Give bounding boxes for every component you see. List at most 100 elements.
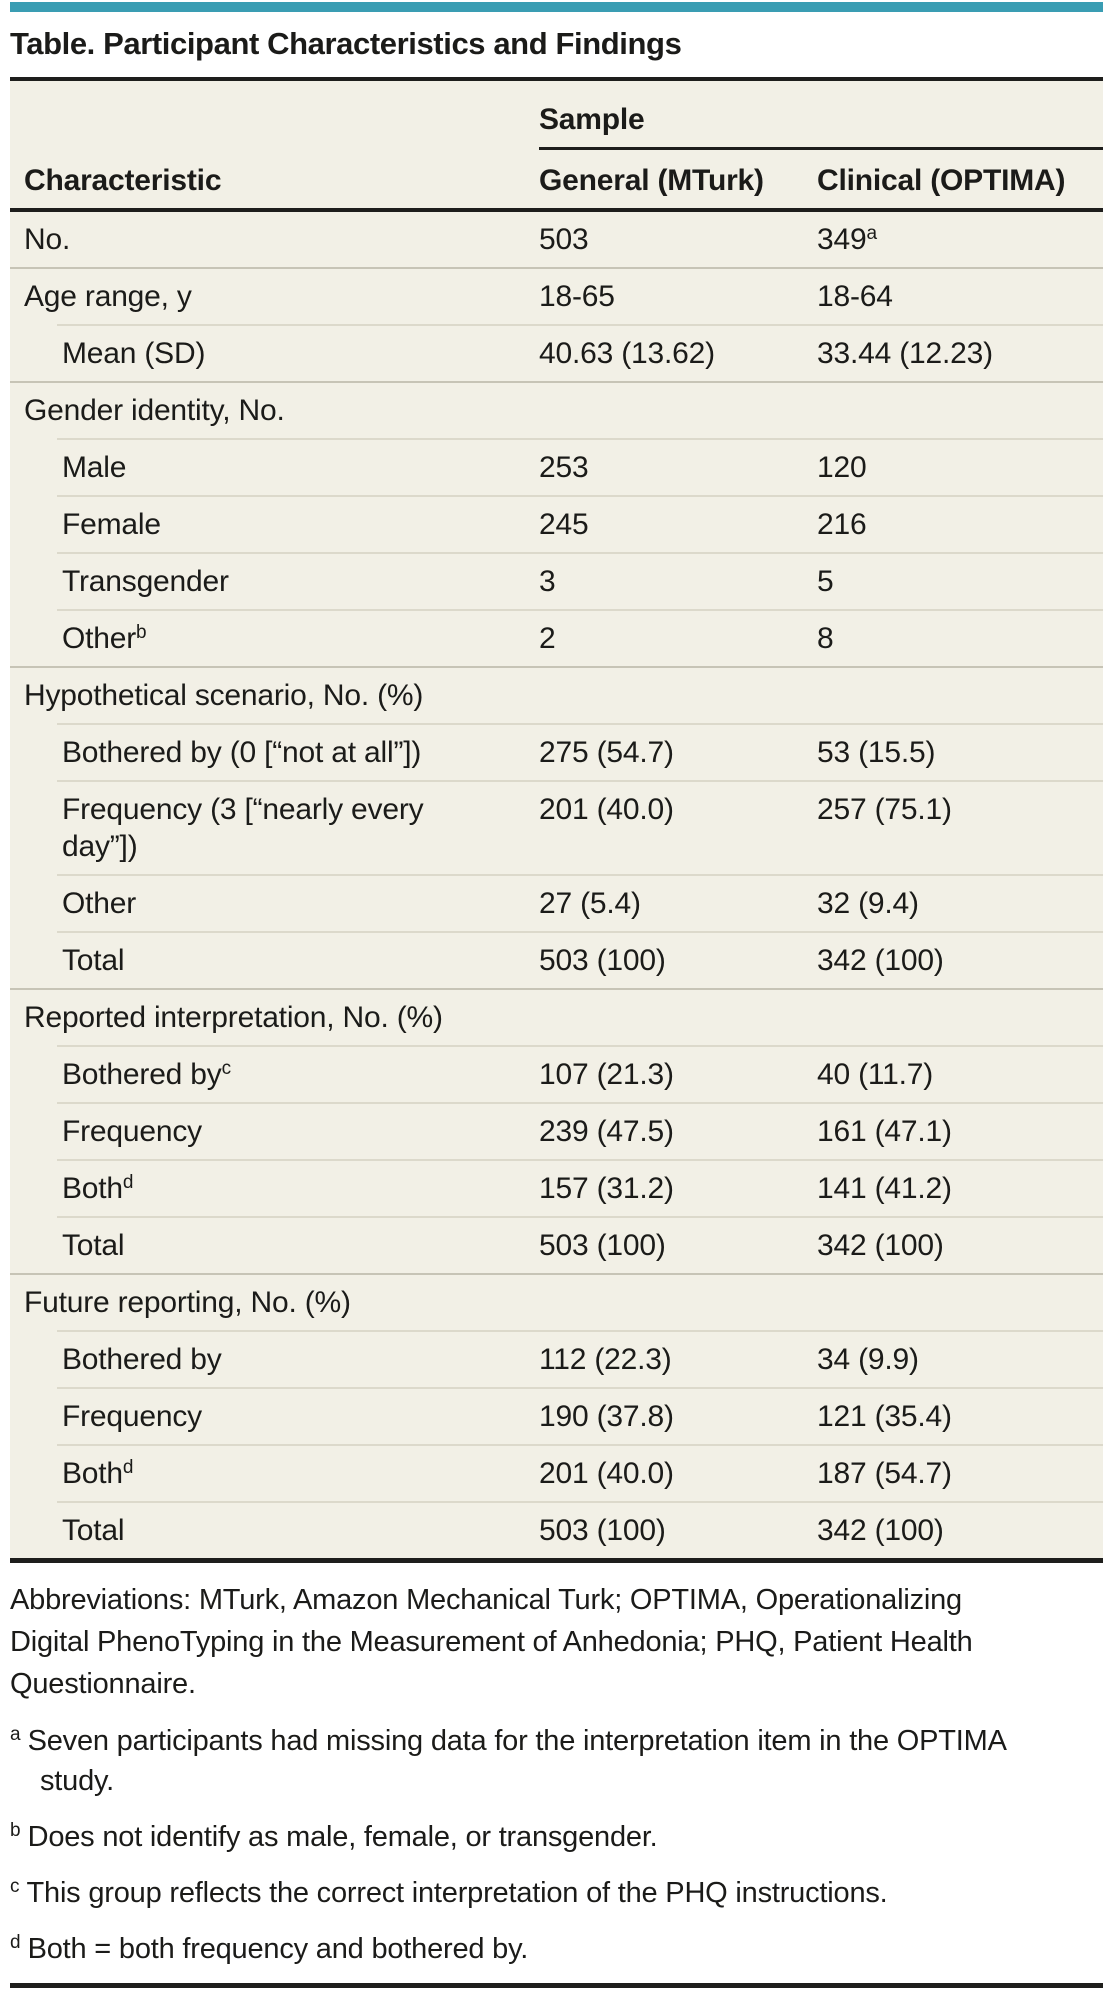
row-divider <box>10 267 1103 269</box>
clinical-optima-cell <box>803 383 1103 438</box>
general-value: 275 (54.7) <box>539 736 674 769</box>
table-row: Frequency 239 (47.5) 161 (47.1) <box>10 1104 1103 1159</box>
characteristic-cell: Future reporting, No. (%) <box>10 1275 525 1330</box>
table-row: Frequency (3 [“nearly every day”]) 201 (4… <box>10 782 1103 874</box>
characteristic-cell: Gender identity, No. <box>10 383 525 438</box>
row-label: Hypothetical scenario, No. (%) <box>24 679 424 712</box>
row-label: Reported interpretation, No. (%) <box>24 1001 443 1034</box>
general-mturk-cell <box>525 1275 803 1330</box>
table-row: Bothd 157 (31.2) 141 (41.2) <box>10 1161 1103 1216</box>
table-row: No. 503 349a <box>10 212 1103 267</box>
row-divider <box>57 1045 1103 1047</box>
footnote-marker: b <box>136 622 147 643</box>
general-value: 112 (22.3) <box>539 1343 672 1376</box>
characteristic-cell: Total <box>10 933 525 988</box>
clinical-value: 257 (75.1) <box>817 793 952 826</box>
characteristic-cell: Female <box>10 497 525 552</box>
characteristic-cell: Total <box>10 1503 525 1558</box>
table-row: Otherb 2 8 <box>10 611 1103 666</box>
characteristic-cell: Reported interpretation, No. (%) <box>10 990 525 1045</box>
characteristic-cell: Frequency <box>10 1389 525 1444</box>
general-value: 239 (47.5) <box>539 1115 674 1148</box>
clinical-optima-cell: 141 (41.2) <box>803 1161 1103 1216</box>
general-value: 503 (100) <box>539 1229 666 1262</box>
row-divider <box>57 780 1103 782</box>
row-label: Other <box>62 622 137 655</box>
clinical-value: 342 (100) <box>817 1514 944 1547</box>
row-divider <box>57 931 1103 933</box>
clinical-optima-cell: 8 <box>803 611 1103 666</box>
table-row: Total 503 (100) 342 (100) <box>10 1218 1103 1273</box>
general-mturk-cell: 18-65 <box>525 269 803 324</box>
row-divider <box>57 1216 1103 1218</box>
general-value: 190 (37.8) <box>539 1400 674 1433</box>
clinical-optima-cell: 121 (35.4) <box>803 1389 1103 1444</box>
row-divider <box>57 1330 1103 1332</box>
clinical-value: 32 (9.4) <box>817 887 919 920</box>
table-row: Reported interpretation, No. (%) <box>10 990 1103 1045</box>
table-row: Bothered by 112 (22.3) 34 (9.9) <box>10 1332 1103 1387</box>
clinical-optima-cell: 18-64 <box>803 269 1103 324</box>
general-mturk-cell: 201 (40.0) <box>525 1446 803 1501</box>
general-value: 245 <box>539 508 589 541</box>
characteristic-cell: Frequency (3 [“nearly every day”]) <box>10 782 525 874</box>
general-value: 253 <box>539 451 589 484</box>
clinical-optima-cell: 349a <box>803 212 1103 267</box>
clinical-optima-cell: 5 <box>803 554 1103 609</box>
row-divider <box>57 1102 1103 1104</box>
row-label: Age range, y <box>24 280 192 313</box>
general-mturk-cell: 275 (54.7) <box>525 725 803 780</box>
characteristic-cell: Total <box>10 1218 525 1273</box>
footnote-text: Seven participants had missing data for … <box>27 1725 1006 1797</box>
footnote-marker: d <box>10 1932 21 1954</box>
general-mturk-cell: 503 (100) <box>525 1503 803 1558</box>
clinical-optima-cell: 33.44 (12.23) <box>803 326 1103 381</box>
clinical-optima-cell: 32 (9.4) <box>803 876 1103 931</box>
clinical-value: 161 (47.1) <box>817 1115 952 1148</box>
clinical-optima-column-header: Clinical (OPTIMA) <box>817 164 1066 197</box>
clinical-optima-cell: 342 (100) <box>803 933 1103 988</box>
row-divider <box>57 438 1103 440</box>
general-mturk-cell: 40.63 (13.62) <box>525 326 803 381</box>
characteristic-cell: Frequency <box>10 1104 525 1159</box>
table-row: Mean (SD) 40.63 (13.62) 33.44 (12.23) <box>10 326 1103 381</box>
general-value: 18-65 <box>539 280 615 313</box>
general-mturk-cell: 503 <box>525 212 803 267</box>
row-label: Both <box>62 1457 123 1490</box>
row-divider <box>57 324 1103 326</box>
clinical-optima-cell: 120 <box>803 440 1103 495</box>
row-divider <box>10 1273 1103 1275</box>
row-label: Total <box>62 944 125 977</box>
table-row: Gender identity, No. <box>10 383 1103 438</box>
footnote-marker: d <box>122 1172 134 1193</box>
clinical-value: 187 (54.7) <box>817 1457 952 1490</box>
row-divider <box>57 1444 1103 1446</box>
row-label: Transgender <box>62 565 229 598</box>
general-value: 157 (31.2) <box>539 1172 674 1205</box>
characteristic-cell: Bothered byc <box>10 1047 525 1102</box>
characteristic-cell: Male <box>10 440 525 495</box>
clinical-optima-cell: 216 <box>803 497 1103 552</box>
footnote-text: This group reflects the correct interpre… <box>26 1877 888 1909</box>
general-value: 40.63 (13.62) <box>539 337 715 370</box>
general-mturk-cell <box>525 990 803 1045</box>
row-divider <box>57 1159 1103 1161</box>
accent-bar <box>10 2 1103 12</box>
clinical-optima-cell <box>803 1275 1103 1330</box>
footnote-marker: a <box>866 223 878 244</box>
footnote-marker: a <box>10 1724 21 1746</box>
general-value: 107 (21.3) <box>539 1058 674 1091</box>
table-row: Transgender 3 5 <box>10 554 1103 609</box>
row-divider <box>57 609 1103 611</box>
row-label: Future reporting, No. (%) <box>24 1286 351 1319</box>
general-mturk-cell: 253 <box>525 440 803 495</box>
general-mturk-cell: 157 (31.2) <box>525 1161 803 1216</box>
clinical-value: 5 <box>817 565 834 598</box>
footnote-text: Does not identify as male, female, or tr… <box>27 1821 658 1853</box>
table-row: Total 503 (100) 342 (100) <box>10 1503 1103 1558</box>
column-group-row: Sample <box>10 81 1103 150</box>
clinical-optima-cell: 257 (75.1) <box>803 782 1103 874</box>
row-label: No. <box>24 223 71 256</box>
general-value: 503 (100) <box>539 1514 666 1547</box>
general-mturk-cell: 27 (5.4) <box>525 876 803 931</box>
